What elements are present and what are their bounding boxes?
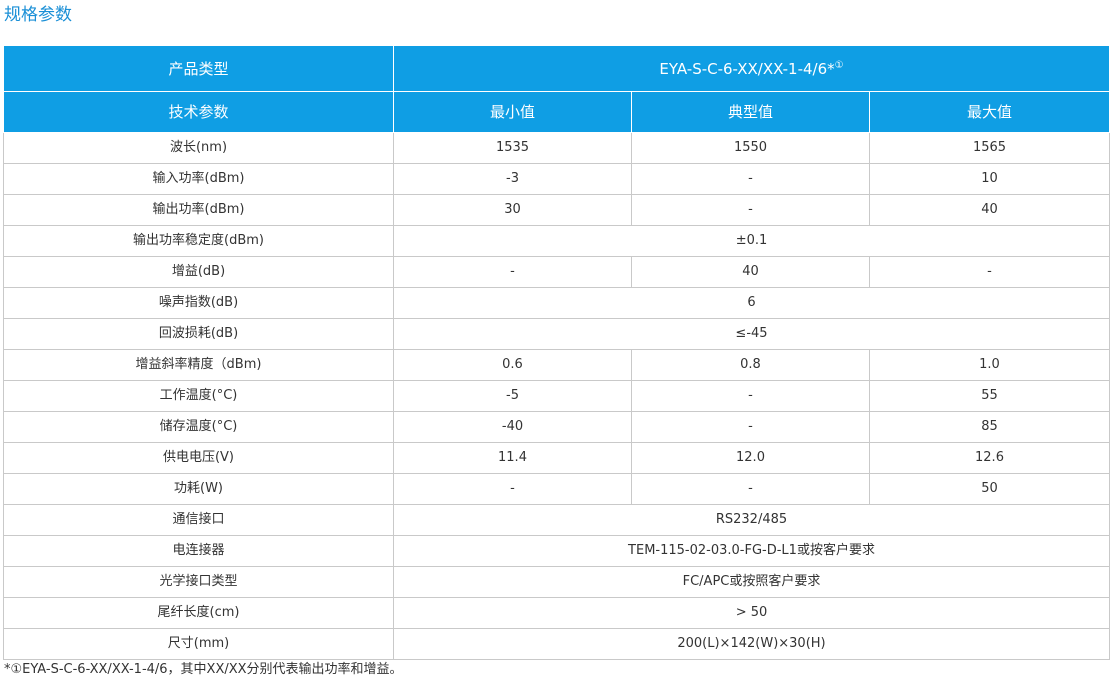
param-name-cell: 输出功率稳定度(dBm) — [3, 225, 394, 257]
param-name-cell: 电连接器 — [3, 535, 394, 567]
min-value-cell: - — [393, 473, 632, 505]
table-row: 功耗(W) - -50 — [3, 473, 1110, 505]
value-span-cell: 200(L)×142(W)×30(H) — [393, 628, 1110, 660]
param-name-cell: 储存温度(°C) — [3, 411, 394, 443]
max-value-cell: 10 — [869, 163, 1110, 195]
max-value-cell: 12.6 — [869, 442, 1110, 474]
header-row-product: 产品类型 EYA-S-C-6-XX/XX-1-4/6*① — [3, 45, 1110, 92]
table-row: 回波损耗(dB) ≤-45 — [3, 318, 1110, 350]
table-row: 供电电压(V) 11.4 12.0 12.6 — [3, 442, 1110, 474]
table-row: 噪声指数(dB) 6 — [3, 287, 1110, 319]
param-name-cell: 供电电压(V) — [3, 442, 394, 474]
model-name: EYA-S-C-6-XX/XX-1-4/6* — [659, 59, 835, 78]
table-row: 通信接口 RS232/485 — [3, 504, 1110, 536]
param-name-cell: 通信接口 — [3, 504, 394, 536]
typ-value-cell: 40 — [631, 256, 870, 288]
typ-label: 典型值 — [631, 91, 870, 133]
table-row: 增益斜率精度（dBm) 0.6 0.8 1.0 — [3, 349, 1110, 381]
value-span-cell: RS232/485 — [393, 504, 1110, 536]
value-span-cell: TEM-115-02-03.0-FG-D-L1或按客户要求 — [393, 535, 1110, 567]
param-name-cell: 尺寸(mm) — [3, 628, 394, 660]
table-row: 电连接器 TEM-115-02-03.0-FG-D-L1或按客户要求 — [3, 535, 1110, 567]
table-row: 波长(nm) 1535 1550 1565 — [3, 132, 1110, 164]
max-value-cell: - — [869, 256, 1110, 288]
param-name-cell: 波长(nm) — [3, 132, 394, 164]
param-name-cell: 增益(dB) — [3, 256, 394, 288]
spec-table: 产品类型 EYA-S-C-6-XX/XX-1-4/6*① 技术参数 最小值 典型… — [3, 45, 1110, 660]
param-label: 技术参数 — [3, 91, 394, 133]
value-span-cell: > 50 — [393, 597, 1110, 629]
typ-value-cell: - — [631, 194, 870, 226]
param-name-cell: 输出功率(dBm) — [3, 194, 394, 226]
table-row: 增益(dB) -40- — [3, 256, 1110, 288]
max-value-cell: 1.0 — [869, 349, 1110, 381]
min-value-cell: 30 — [393, 194, 632, 226]
min-value-cell: 1535 — [393, 132, 632, 164]
typ-value-cell: - — [631, 163, 870, 195]
product-type-label: 产品类型 — [3, 45, 394, 92]
value-span-cell: FC/APC或按照客户要求 — [393, 566, 1110, 598]
min-value-cell: -40 — [393, 411, 632, 443]
table-row: 尺寸(mm) 200(L)×142(W)×30(H) — [3, 628, 1110, 660]
typ-value-cell: - — [631, 411, 870, 443]
param-name-cell: 光学接口类型 — [3, 566, 394, 598]
typ-value-cell: - — [631, 473, 870, 505]
model-cell: EYA-S-C-6-XX/XX-1-4/6*① — [393, 45, 1110, 92]
param-name-cell: 噪声指数(dB) — [3, 287, 394, 319]
section-title: 规格参数 — [4, 5, 72, 25]
max-value-cell: 85 — [869, 411, 1110, 443]
table-row: 光学接口类型 FC/APC或按照客户要求 — [3, 566, 1110, 598]
min-value-cell: -3 — [393, 163, 632, 195]
max-label: 最大值 — [869, 91, 1110, 133]
model-note-mark: ① — [834, 59, 844, 71]
max-value-cell: 1565 — [869, 132, 1110, 164]
param-name-cell: 增益斜率精度（dBm) — [3, 349, 394, 381]
table-row: 尾纤长度(cm) > 50 — [3, 597, 1110, 629]
table-row: 储存温度(°C) -40-85 — [3, 411, 1110, 443]
table-row: 输出功率(dBm) 30-40 — [3, 194, 1110, 226]
param-name-cell: 回波损耗(dB) — [3, 318, 394, 350]
typ-value-cell: 1550 — [631, 132, 870, 164]
value-span-cell: ≤-45 — [393, 318, 1110, 350]
table-row: 输出功率稳定度(dBm) ±0.1 — [3, 225, 1110, 257]
table-row: 输入功率(dBm) -3-10 — [3, 163, 1110, 195]
value-span-cell: ±0.1 — [393, 225, 1110, 257]
max-value-cell: 50 — [869, 473, 1110, 505]
min-label: 最小值 — [393, 91, 632, 133]
param-name-cell: 尾纤长度(cm) — [3, 597, 394, 629]
param-name-cell: 功耗(W) — [3, 473, 394, 505]
table-row: 工作温度(°C) -5-55 — [3, 380, 1110, 412]
header-row-columns: 技术参数 最小值 典型值 最大值 — [3, 91, 1110, 133]
typ-value-cell: - — [631, 380, 870, 412]
min-value-cell: 11.4 — [393, 442, 632, 474]
min-value-cell: -5 — [393, 380, 632, 412]
param-name-cell: 输入功率(dBm) — [3, 163, 394, 195]
footnote: *①EYA-S-C-6-XX/XX-1-4/6，其中XX/XX分别代表输出功率和… — [4, 662, 403, 677]
param-name-cell: 工作温度(°C) — [3, 380, 394, 412]
min-value-cell: 0.6 — [393, 349, 632, 381]
value-span-cell: 6 — [393, 287, 1110, 319]
typ-value-cell: 0.8 — [631, 349, 870, 381]
typ-value-cell: 12.0 — [631, 442, 870, 474]
max-value-cell: 40 — [869, 194, 1110, 226]
min-value-cell: - — [393, 256, 632, 288]
max-value-cell: 55 — [869, 380, 1110, 412]
